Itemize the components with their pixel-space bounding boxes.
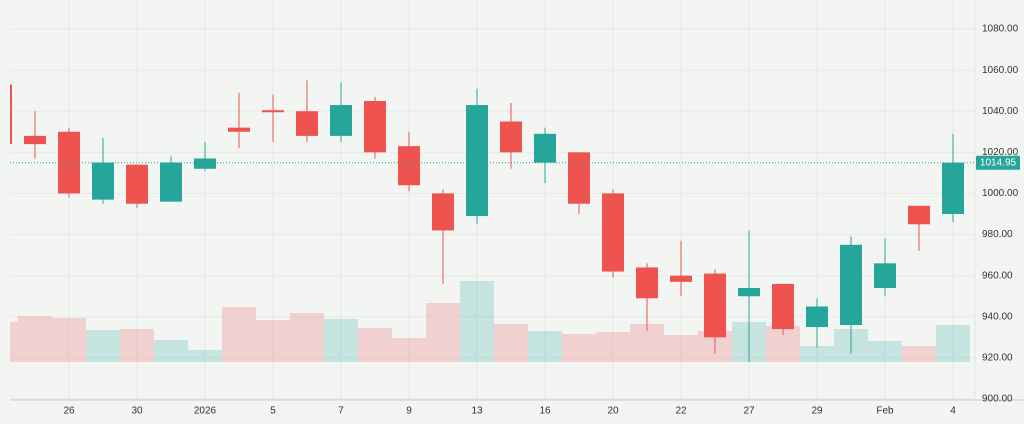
candle-body — [602, 193, 624, 272]
candle-body — [398, 146, 420, 186]
y-tick-label: 1000.00 — [982, 188, 1019, 199]
candle-body — [364, 100, 386, 153]
candle-body — [160, 162, 182, 202]
y-tick-label: 1080.00 — [982, 24, 1019, 35]
grid — [10, 0, 975, 400]
x-tick-label: 30 — [131, 406, 143, 417]
volume-bar — [868, 341, 902, 362]
x-tick-label: 22 — [675, 406, 687, 417]
candle-body — [126, 164, 148, 204]
volume-bar — [290, 313, 324, 362]
candle-body — [942, 162, 964, 214]
volume-bar — [222, 307, 256, 362]
volume-bar — [800, 346, 834, 362]
candle-body — [534, 133, 556, 163]
candle-body — [432, 193, 454, 231]
candle-body — [568, 152, 590, 204]
x-tick-label: 27 — [743, 406, 755, 417]
volume-bar — [664, 335, 698, 362]
candle-body — [874, 263, 896, 288]
volume-bar — [256, 320, 290, 362]
candle-body — [10, 84, 12, 145]
x-tick-label: 16 — [539, 406, 551, 417]
candle-body — [58, 131, 80, 194]
candle-body — [500, 121, 522, 153]
candle-body — [840, 244, 862, 325]
y-tick-label: 900.00 — [982, 394, 1013, 405]
y-tick-label: 1060.00 — [982, 65, 1019, 76]
axes: 900.00 920.00 940.00 960.00 980.00 1000.00 102… — [10, 0, 1024, 417]
volume-bar — [426, 303, 460, 362]
candle-body — [228, 127, 250, 132]
last-price-box — [976, 155, 1020, 170]
candle-body — [330, 105, 352, 136]
x-tick-label: 5 — [270, 406, 276, 417]
x-tick-label: 20 — [607, 406, 619, 417]
candle-body — [636, 267, 658, 299]
candle-body — [908, 205, 930, 225]
volume-bar — [10, 322, 18, 362]
candle-body — [296, 111, 318, 136]
x-tick-label: 13 — [471, 406, 483, 417]
y-tick-label: 920.00 — [982, 353, 1013, 364]
candle-body — [92, 162, 114, 200]
last-price-label: 1014.95 — [980, 157, 1017, 168]
volume-bar — [494, 324, 528, 362]
x-tick-label: 7 — [338, 406, 344, 417]
volume-bar — [154, 340, 188, 362]
volume-bar — [936, 325, 970, 362]
volume-bar — [188, 350, 222, 362]
volume-bar — [52, 318, 86, 362]
x-tick-label: 2026 — [194, 406, 217, 417]
y-tick-label: 940.00 — [982, 311, 1013, 322]
x-tick-label: 29 — [811, 406, 823, 417]
candle-body — [262, 110, 284, 113]
candle-body — [806, 306, 828, 328]
x-tick-label: 26 — [63, 406, 75, 417]
candle-body — [24, 135, 46, 145]
y-tick-label: 960.00 — [982, 270, 1013, 281]
volume-bar — [120, 329, 154, 362]
candle-body — [772, 283, 794, 330]
volume-bar — [596, 332, 630, 362]
volume-bar — [562, 334, 596, 362]
volume-bar — [902, 346, 936, 362]
x-tick-label: Feb — [876, 406, 894, 417]
x-tick-label: 4 — [950, 406, 956, 417]
plot-area — [10, 80, 975, 362]
candle-body — [704, 273, 726, 338]
y-tick-label: 980.00 — [982, 229, 1013, 240]
x-tick-label: 9 — [406, 406, 412, 417]
y-tick-label: 1040.00 — [982, 106, 1019, 117]
volume-bar — [528, 331, 562, 362]
volume-bar — [324, 319, 358, 362]
candle-body — [194, 158, 216, 169]
y-tick-label: 1020.00 — [982, 147, 1019, 158]
candle-body — [466, 105, 488, 217]
candle-body — [738, 288, 760, 297]
volume-bar — [392, 338, 426, 362]
candle-body — [670, 275, 692, 282]
volume-bar — [358, 328, 392, 362]
volume-bar — [460, 281, 494, 362]
volume-bar — [86, 330, 120, 362]
volume-bar — [18, 316, 52, 362]
